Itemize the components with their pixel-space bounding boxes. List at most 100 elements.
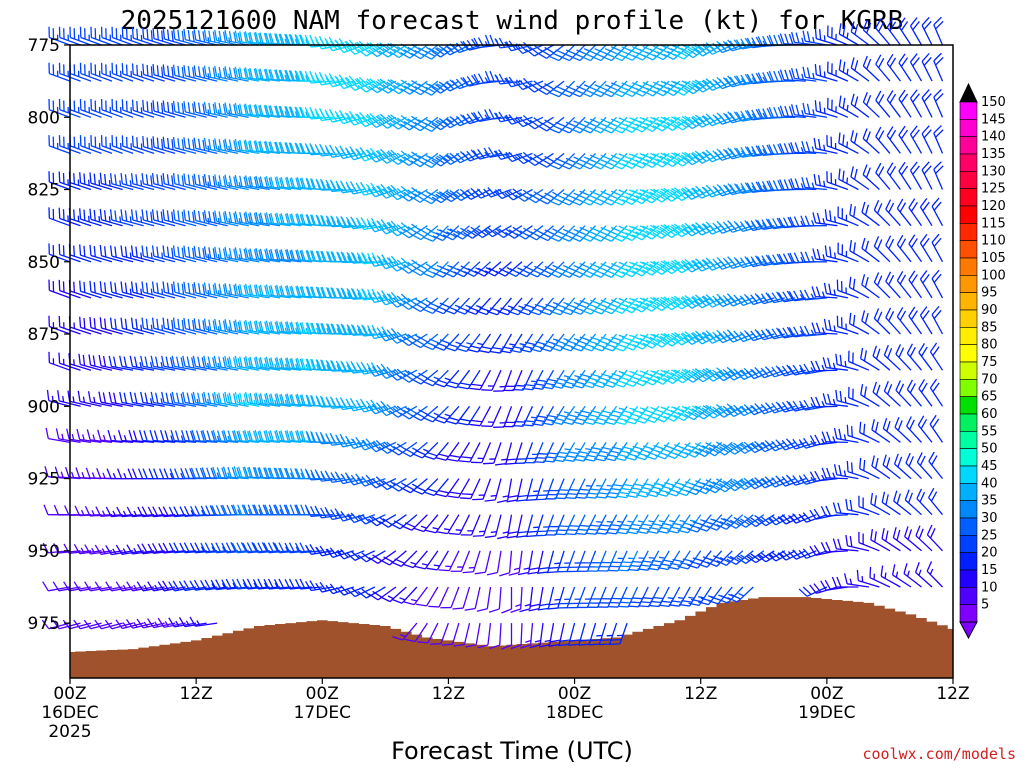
- wind-barb: [502, 369, 523, 392]
- wind-barb: [130, 245, 155, 263]
- wind-barb: [224, 246, 249, 263]
- wind-barb: [151, 209, 176, 227]
- wind-barb: [244, 247, 270, 263]
- wind-barb: [162, 209, 186, 227]
- wind-barb: [98, 391, 123, 407]
- wind-barb: [484, 514, 502, 539]
- wind-barb: [201, 467, 228, 480]
- wind-barb: [462, 550, 481, 574]
- wind-barb: [214, 102, 239, 118]
- colorbar-swatch: [959, 465, 978, 484]
- wind-barb: [459, 442, 481, 463]
- wind-barb: [115, 544, 144, 555]
- wind-barb: [367, 400, 397, 415]
- wind-barb: [121, 63, 144, 82]
- wind-barb: [111, 98, 134, 118]
- wind-barb: [504, 114, 533, 125]
- wind-barb: [286, 357, 312, 371]
- wind-barb: [48, 243, 71, 263]
- wind-barb: [111, 26, 134, 46]
- colorbar-swatch: [959, 327, 978, 345]
- wind-barb: [131, 27, 155, 46]
- wind-barb: [378, 79, 407, 94]
- wind-barb: [214, 65, 239, 82]
- wind-barb: [242, 578, 270, 590]
- wind-barb: [179, 542, 207, 554]
- wind-barb: [203, 174, 228, 191]
- wind-barb: [909, 17, 923, 46]
- wind-barb: [367, 219, 397, 233]
- colorbar-label: 65: [981, 390, 998, 405]
- wind-barb: [276, 393, 302, 407]
- wind-barb: [325, 583, 354, 595]
- wind-barb: [221, 578, 249, 590]
- colorbar-label: 100: [981, 268, 1006, 283]
- wind-barb: [234, 175, 260, 191]
- wind-barb: [529, 623, 544, 649]
- wind-barb: [367, 363, 397, 377]
- wind-barb: [58, 26, 81, 46]
- wind-barb: [544, 478, 565, 500]
- wind-barb: [403, 586, 428, 606]
- wind-barb: [564, 478, 586, 500]
- wind-barb: [472, 478, 492, 501]
- wind-barb: [142, 135, 165, 155]
- wind-barb: [182, 391, 207, 407]
- wind-barb: [94, 544, 123, 555]
- wind-barb: [193, 209, 218, 227]
- wind-barb: [147, 581, 176, 592]
- wind-barb: [234, 247, 260, 263]
- colorbar-label: 145: [981, 112, 1006, 127]
- colorbar-swatch: [959, 223, 978, 241]
- wind-barb: [515, 188, 544, 202]
- colorbar-label: 20: [981, 546, 998, 561]
- wind-barb: [510, 586, 523, 613]
- wind-barb: [296, 357, 323, 371]
- wind-barb: [161, 355, 186, 371]
- wind-barb: [412, 441, 439, 459]
- wind-barb: [120, 209, 144, 227]
- wind-barb: [402, 550, 428, 569]
- wind-barb: [244, 67, 270, 82]
- wind-barb: [514, 114, 544, 128]
- colorbar-label: 115: [981, 216, 1006, 231]
- wind-barb: [255, 284, 281, 299]
- wind-barb: [417, 622, 439, 644]
- wind-barb: [512, 369, 534, 391]
- wind-barb: [210, 542, 239, 554]
- wind-barb: [556, 586, 576, 609]
- x-tick-label: 00Z: [558, 684, 591, 704]
- wind-barb: [140, 355, 165, 371]
- wind-barb: [183, 173, 207, 191]
- wind-barb: [212, 429, 239, 444]
- wind-barb: [152, 63, 176, 82]
- wind-barb: [415, 586, 439, 607]
- wind-barb: [392, 622, 418, 641]
- wind-barb: [357, 182, 386, 196]
- wind-barb: [193, 318, 218, 335]
- wind-barb: [89, 280, 113, 299]
- wind-barb: [335, 585, 365, 596]
- wind-barb: [181, 429, 207, 444]
- wind-barb: [367, 514, 397, 527]
- wind-barb: [109, 281, 134, 299]
- wind-barb: [203, 210, 228, 227]
- wind-barb: [200, 542, 228, 554]
- x-tick-label: 12Z: [936, 684, 969, 704]
- wind-barb: [367, 183, 397, 198]
- wind-barb: [231, 578, 260, 590]
- wind-barb: [444, 333, 470, 352]
- y-tick-label: 900: [28, 397, 60, 417]
- wind-barb: [141, 317, 165, 335]
- wind-barb: [560, 333, 586, 352]
- colorbar-swatch: [959, 361, 978, 380]
- terrain-layer: [70, 597, 953, 678]
- wind-barb: [467, 333, 492, 353]
- wind-barb: [234, 138, 260, 155]
- wind-barb: [401, 514, 428, 531]
- wind-barb: [108, 355, 134, 371]
- wind-barb: [244, 392, 270, 407]
- wind-barb: [224, 138, 249, 155]
- colorbar-swatch: [959, 413, 978, 432]
- wind-barb: [126, 506, 155, 518]
